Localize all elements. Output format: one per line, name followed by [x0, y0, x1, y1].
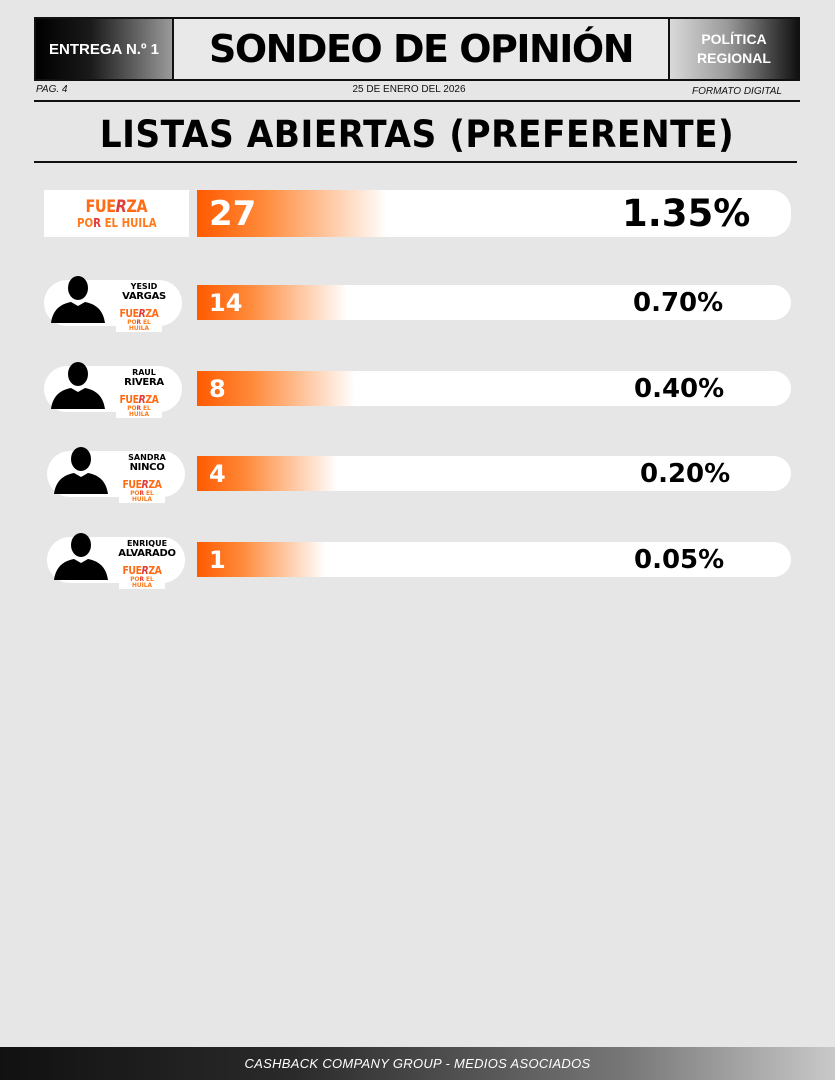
party-bar: 27 1.35% — [197, 190, 791, 237]
masthead: ENTREGA N.º 1 SONDEO DE OPINIÓN POLÍTICA… — [34, 17, 800, 81]
candidate-bar-fill — [197, 285, 347, 320]
candidate-name: RAUL RIVERA — [108, 368, 180, 388]
party-logo: FUERZA POR EL HUILA — [44, 190, 189, 237]
candidate-vote-count: 1 — [209, 545, 226, 574]
candidate-first-name: RAUL — [132, 368, 156, 377]
party-percent: 1.35% — [622, 192, 751, 235]
candidate-vote-count: 8 — [209, 374, 226, 403]
candidate-first-name: SANDRA — [128, 453, 166, 462]
person-silhouette-icon — [54, 447, 108, 494]
party-mini-logo: FUERZA POR EL HUILA — [116, 393, 162, 418]
candidate-name: ENRIQUE ALVARADO — [111, 539, 183, 559]
candidate-name: YESID VARGAS — [108, 282, 180, 302]
candidate-vote-count: 14 — [209, 288, 243, 317]
candidate-bar-fill — [197, 456, 337, 491]
candidate-first-name: ENRIQUE — [126, 539, 168, 548]
candidate-vote-count: 4 — [209, 459, 226, 488]
candidate-name: SANDRA NINCO — [111, 453, 183, 473]
candidate-card: SANDRA NINCO FUERZA POR EL HUILA — [47, 447, 185, 503]
person-silhouette-icon — [51, 362, 105, 409]
party-mini-logo: FUERZA POR EL HUILA — [116, 307, 162, 332]
masthead-subline: PAG. 4 25 DE ENERO DEL 2026 FORMATO DIGI… — [36, 84, 782, 102]
issue-date: 25 DE ENERO DEL 2026 — [352, 84, 466, 95]
candidate-bar: 14 0.70% — [197, 285, 791, 320]
person-silhouette-icon — [51, 276, 105, 323]
candidate-bar: 8 0.40% — [197, 371, 791, 406]
issue-label: ENTREGA N.º 1 — [36, 19, 174, 79]
candidate-last-name: ALVARADO — [118, 548, 176, 559]
party-bar-fill — [197, 190, 387, 237]
section-label-line1: POLÍTICA — [701, 31, 767, 47]
candidate-first-name: YESID — [130, 282, 158, 291]
party-vote-count: 27 — [209, 193, 257, 234]
person-silhouette-icon — [54, 533, 108, 580]
candidate-last-name: VARGAS — [122, 291, 166, 302]
candidate-card: YESID VARGAS FUERZA POR EL HUILA — [44, 276, 182, 332]
section-label: POLÍTICA REGIONAL — [668, 19, 798, 79]
candidate-last-name: NINCO — [129, 462, 165, 473]
candidate-bar-fill — [197, 371, 355, 406]
party-mini-logo: FUERZA POR EL HUILA — [119, 478, 165, 503]
candidate-percent: 0.20% — [640, 458, 731, 489]
page-title: LISTAS ABIERTAS (PREFERENTE) — [99, 113, 735, 156]
page-number: PAG. 4 — [36, 84, 68, 95]
candidate-card: RAUL RIVERA FUERZA POR EL HUILA — [44, 362, 182, 418]
candidate-percent: 0.70% — [633, 287, 724, 318]
candidate-last-name: RIVERA — [124, 377, 164, 388]
candidate-percent: 0.05% — [634, 544, 725, 575]
format-label: FORMATO DIGITAL — [691, 86, 782, 97]
section-label-line2: REGIONAL — [697, 50, 771, 66]
candidate-bar: 1 0.05% — [197, 542, 791, 577]
candidate-bar: 4 0.20% — [197, 456, 791, 491]
title-divider — [34, 161, 797, 163]
masthead-title: SONDEO DE OPINIÓN — [208, 27, 635, 71]
footer-credit: CASHBACK COMPANY GROUP - MEDIOS ASOCIADO… — [0, 1047, 835, 1080]
candidate-percent: 0.40% — [634, 373, 725, 404]
candidate-card: ENRIQUE ALVARADO FUERZA POR EL HUILA — [47, 533, 185, 589]
party-mini-logo: FUERZA POR EL HUILA — [119, 564, 165, 589]
header-divider — [34, 100, 800, 102]
candidate-bar-fill — [197, 542, 325, 577]
